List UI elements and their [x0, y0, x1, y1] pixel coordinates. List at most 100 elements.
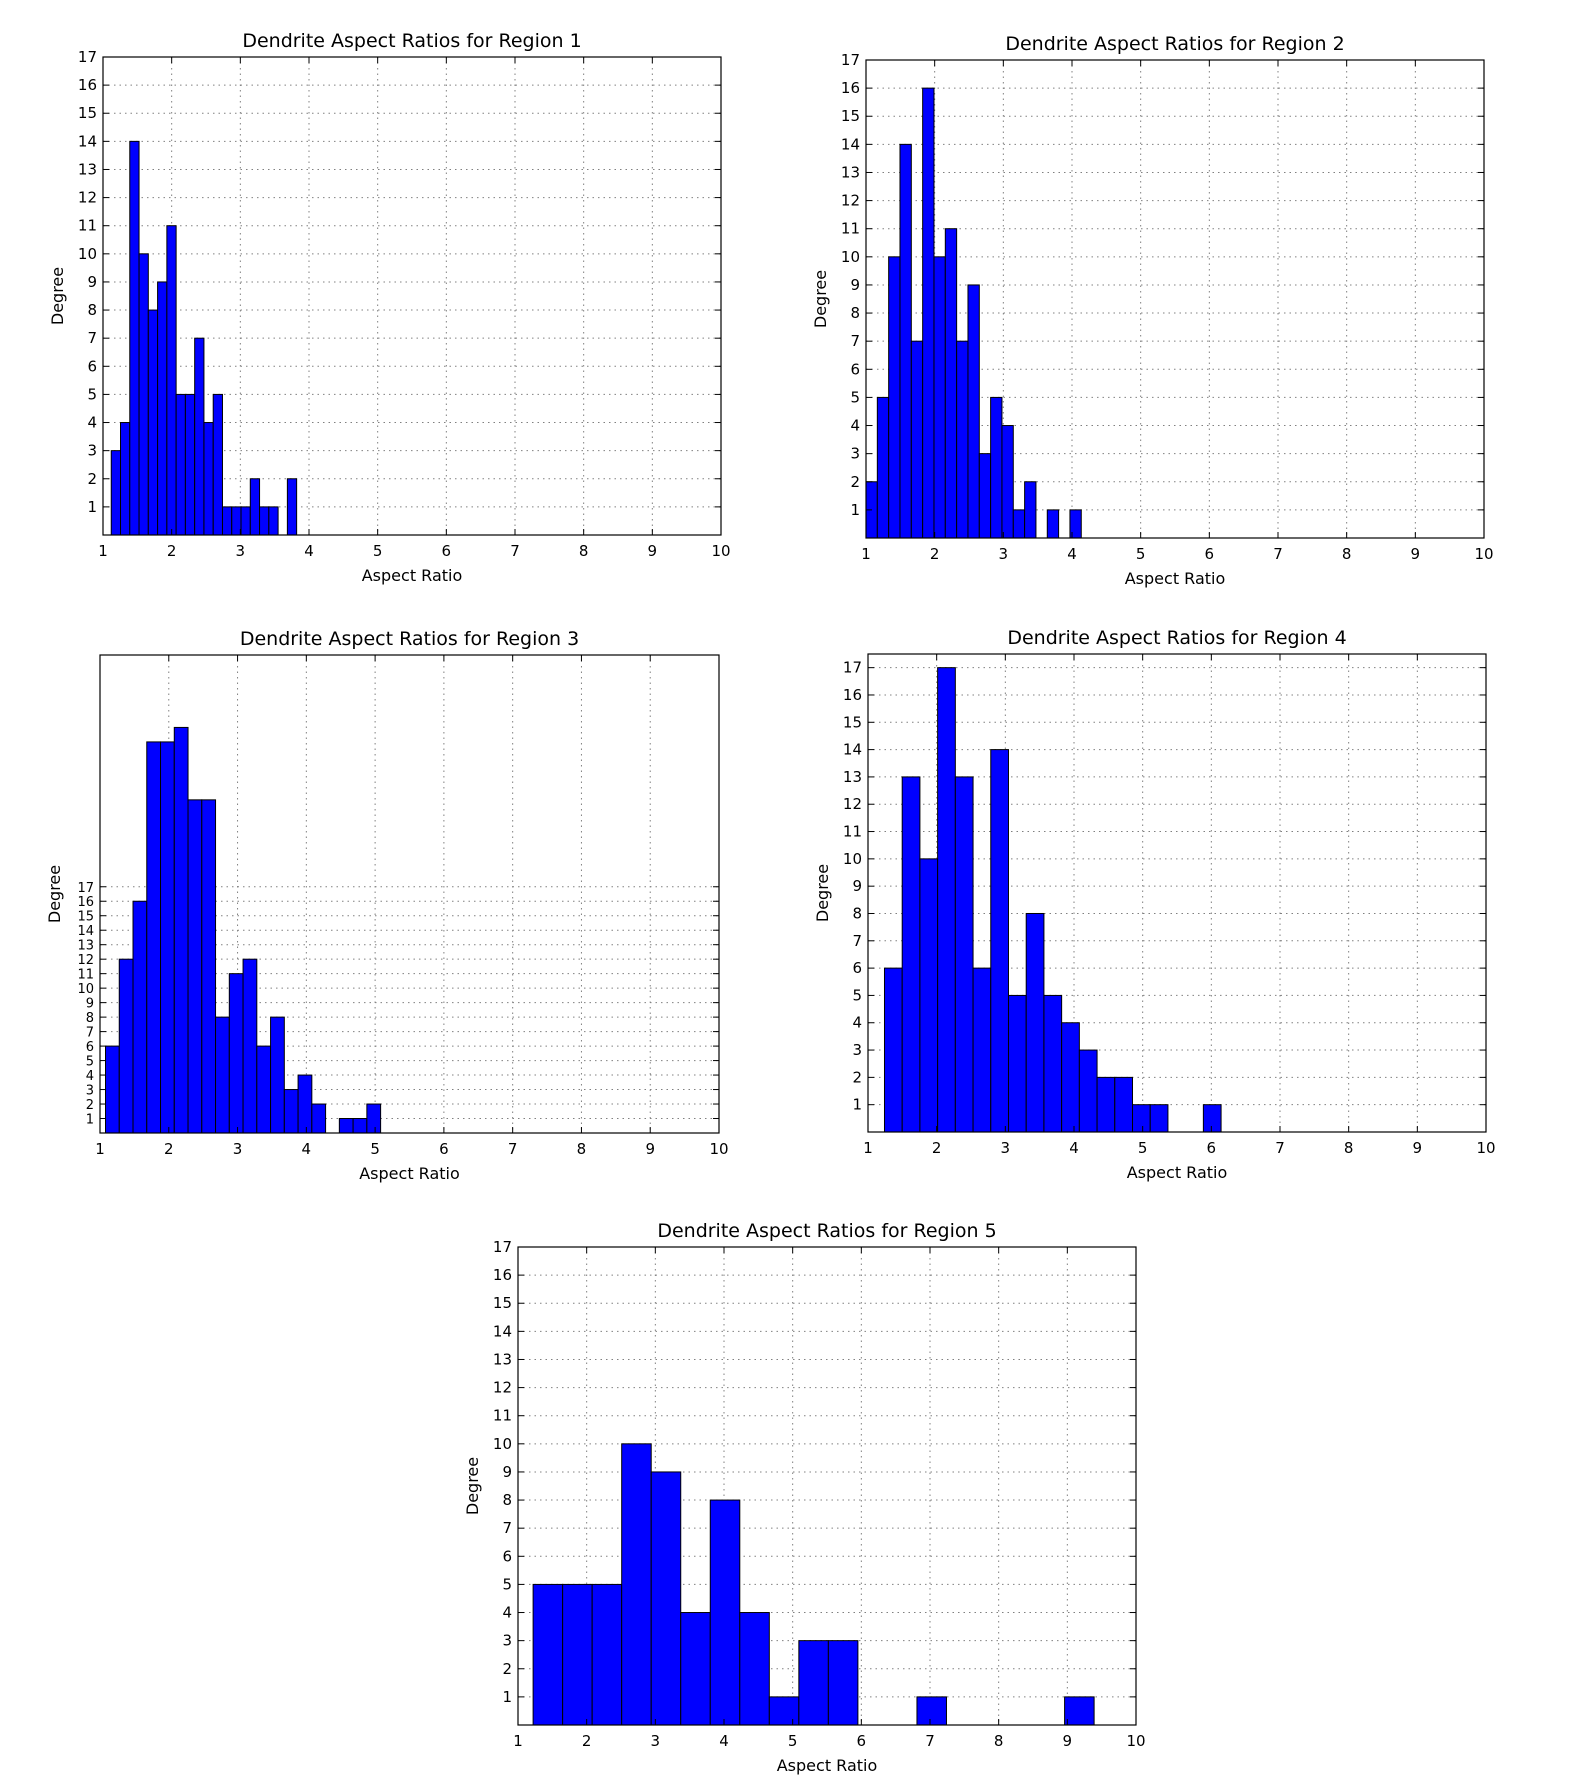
x-axis-label: Aspect Ratio	[1127, 1163, 1228, 1182]
histogram-bar	[311, 1103, 327, 1134]
histogram-bar	[1096, 1076, 1116, 1133]
histogram-bar	[990, 396, 1003, 539]
chart-title: Dendrite Aspect Ratios for Region 5	[657, 1220, 996, 1242]
y-tick-label: 11	[843, 823, 862, 841]
y-tick-label: 1	[852, 1096, 862, 1114]
histogram-panel-region-4: 1 2 3 4 5 6 7 8 9 101234567891011121314151617Dend…	[813, 627, 1496, 1182]
histogram-bar	[110, 450, 122, 536]
histogram-bar	[166, 225, 177, 536]
histogram-bar	[129, 140, 140, 536]
x-tick-label: 7	[1275, 1139, 1285, 1157]
x-tick-label: 1	[863, 1139, 873, 1157]
y-tick-label: 16	[78, 76, 97, 94]
x-tick-label: 3	[999, 545, 1009, 563]
x-tick-label: 8	[1342, 545, 1352, 563]
x-axis-label: Aspect Ratio	[1125, 569, 1226, 588]
y-tick-label: 14	[841, 135, 860, 153]
histogram-bar	[259, 506, 270, 536]
histogram-bar	[270, 1016, 285, 1134]
x-tick-label: 4	[1067, 545, 1077, 563]
y-tick-label: 8	[86, 1011, 94, 1026]
y-axis-label: Degree	[463, 1457, 482, 1515]
histogram-bar	[147, 309, 159, 536]
histogram-bar	[228, 973, 244, 1134]
histogram-bar	[120, 422, 131, 536]
histogram-bar	[899, 143, 912, 539]
histogram-bar	[1132, 1104, 1151, 1133]
y-tick-label: 8	[502, 1491, 512, 1509]
y-tick-label: 12	[841, 192, 860, 210]
x-tick-label: 10	[709, 1140, 728, 1158]
histogram-bar	[1001, 425, 1014, 539]
histogram-bar	[621, 1443, 652, 1726]
y-tick-label: 6	[502, 1547, 512, 1565]
x-tick-label: 6	[439, 1140, 449, 1158]
histogram-bar	[680, 1612, 711, 1726]
histogram-bar	[888, 256, 901, 539]
y-tick-label: 9	[502, 1463, 512, 1481]
histogram-bar	[157, 281, 168, 536]
histogram-bar	[138, 253, 149, 536]
histogram-bar	[215, 1016, 230, 1134]
x-tick-label: 9	[645, 1140, 655, 1158]
histogram-bar	[972, 967, 992, 1133]
y-tick-label: 4	[850, 417, 860, 435]
y-tick-label: 10	[77, 982, 94, 997]
x-tick-label: 10	[1126, 1732, 1145, 1750]
histogram-bar	[768, 1696, 800, 1726]
x-tick-label: 7	[510, 542, 520, 560]
y-tick-label: 9	[86, 997, 94, 1012]
y-tick-label: 2	[502, 1660, 512, 1678]
x-tick-label: 9	[1413, 1139, 1423, 1157]
y-tick-label: 12	[77, 953, 94, 968]
y-tick-label: 10	[493, 1435, 512, 1453]
histogram-bar	[990, 749, 1009, 1133]
x-tick-label: 3	[651, 1732, 661, 1750]
histogram-bar	[798, 1640, 829, 1726]
y-tick-label: 9	[852, 877, 862, 895]
x-tick-label: 4	[304, 542, 314, 560]
x-tick-label: 10	[711, 542, 730, 560]
y-tick-label: 7	[86, 1026, 94, 1041]
y-tick-label: 10	[78, 245, 97, 263]
histogram-bar	[286, 478, 298, 536]
x-tick-label: 5	[1138, 1139, 1148, 1157]
y-tick-label: 8	[852, 904, 862, 922]
x-tick-label: 2	[164, 1140, 174, 1158]
histogram-bar	[175, 393, 186, 536]
y-tick-label: 9	[87, 273, 97, 291]
x-tick-label: 6	[857, 1732, 867, 1750]
x-tick-label: 6	[1207, 1139, 1217, 1157]
chart-title: Dendrite Aspect Ratios for Region 3	[240, 628, 579, 650]
y-tick-label: 3	[850, 445, 860, 463]
histogram-bar	[1046, 509, 1060, 539]
y-tick-label: 11	[77, 968, 94, 983]
histogram-bar	[221, 506, 233, 536]
y-tick-label: 11	[841, 220, 860, 238]
plot-frame	[867, 653, 1487, 1133]
histogram-bar	[187, 799, 203, 1134]
y-tick-label: 6	[850, 360, 860, 378]
histogram-panel-region-2: 1 2 3 4 5 6 7 8 9 101234567891011121314151617Dend…	[811, 33, 1494, 588]
y-tick-label: 17	[78, 48, 97, 66]
x-tick-label: 5	[370, 1140, 380, 1158]
y-tick-label: 15	[77, 910, 94, 925]
plot-frame	[99, 654, 720, 1134]
x-tick-label: 8	[994, 1732, 1004, 1750]
y-tick-label: 1	[502, 1688, 512, 1706]
histogram-bar	[876, 396, 890, 539]
x-tick-label: 5	[788, 1732, 798, 1750]
x-tick-label: 1	[513, 1732, 523, 1750]
y-tick-label: 1	[850, 501, 860, 519]
y-tick-label: 3	[852, 1041, 862, 1059]
plot-frame	[865, 59, 1485, 539]
histogram-bar	[256, 1045, 272, 1134]
y-tick-label: 14	[843, 741, 862, 759]
histogram-bar	[1064, 1696, 1095, 1726]
histogram-panel-region-1: 1 2 3 4 5 6 7 8 9 101234567891011121314151617Dend…	[48, 30, 731, 585]
y-tick-label: 14	[78, 132, 97, 150]
histogram-bar	[1114, 1076, 1134, 1133]
y-tick-label: 4	[86, 1069, 94, 1084]
y-tick-label: 4	[87, 414, 97, 432]
